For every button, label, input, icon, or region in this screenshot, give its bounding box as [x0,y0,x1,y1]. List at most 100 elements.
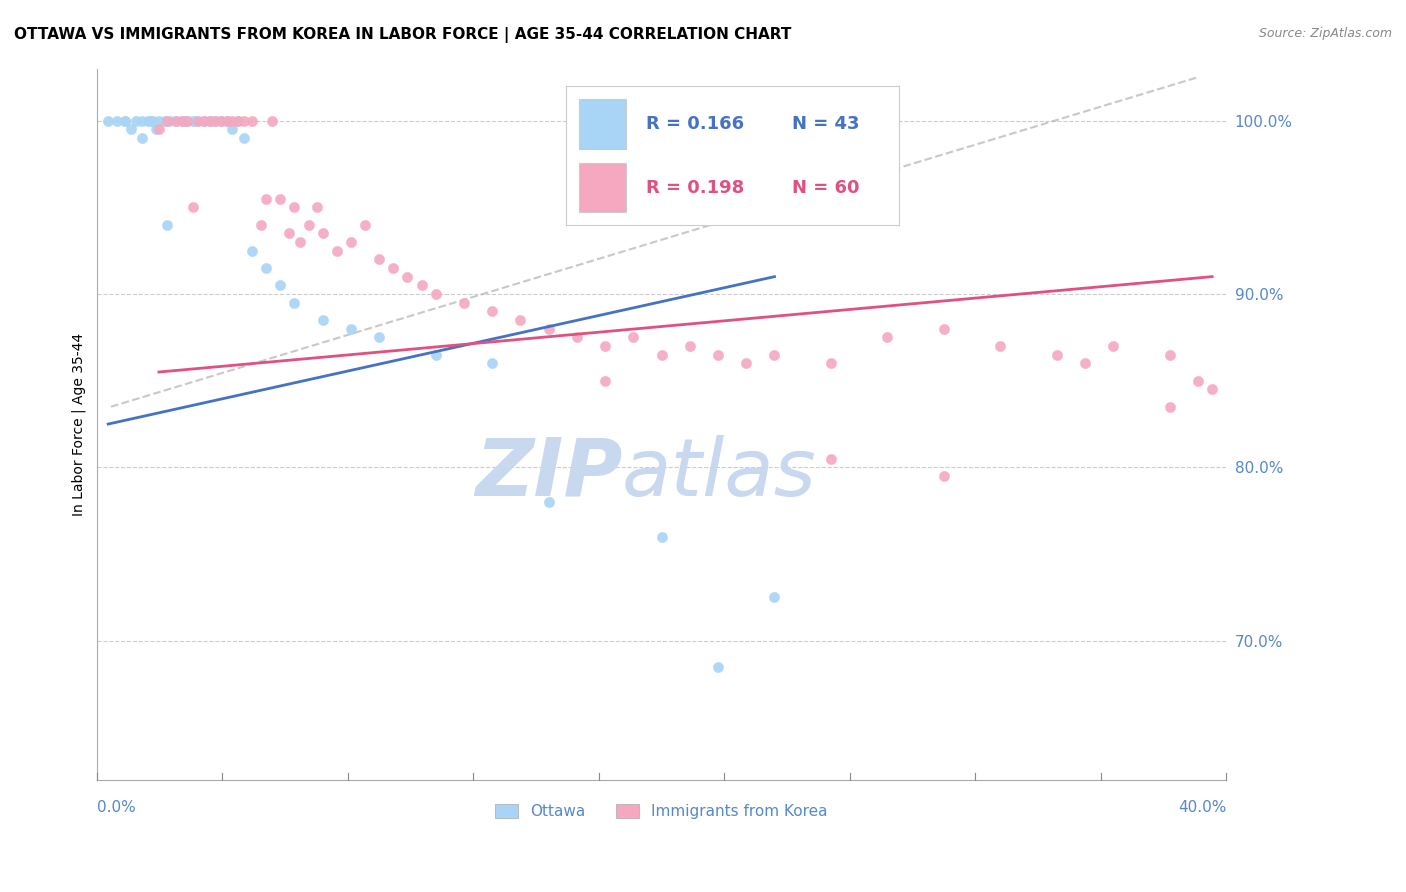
Point [269,278,291,293]
Point [312,313,335,327]
Point [198,113,221,128]
Point [283,295,305,310]
Point [297,218,319,232]
Point [131,113,153,128]
Point [125,113,148,128]
Point [170,113,193,128]
Text: 0.0%: 0.0% [97,800,135,815]
Point [411,278,433,293]
Point [176,113,198,128]
Point [509,313,531,327]
Point [763,591,786,605]
Point [131,131,153,145]
Point [368,330,391,344]
Text: atlas: atlas [621,434,817,513]
Point [148,113,170,128]
Point [425,287,447,301]
Point [340,235,363,249]
Point [1159,348,1181,362]
Point [820,356,842,370]
Point [326,244,349,258]
Y-axis label: In Labor Force | Age 35-44: In Labor Force | Age 35-44 [72,333,86,516]
Point [481,304,503,318]
Point [193,113,215,128]
Point [181,113,204,128]
Point [209,113,232,128]
Point [1159,400,1181,414]
Point [232,131,254,145]
Point [537,321,560,335]
Point [153,113,176,128]
Point [1102,339,1125,353]
Point [565,330,588,344]
Point [340,321,363,335]
Legend: Ottawa, Immigrants from Korea: Ottawa, Immigrants from Korea [489,798,834,825]
Point [173,113,195,128]
Point [307,200,329,214]
Text: OTTAWA VS IMMIGRANTS FROM KOREA IN LABOR FORCE | AGE 35-44 CORRELATION CHART: OTTAWA VS IMMIGRANTS FROM KOREA IN LABOR… [14,27,792,43]
Point [679,339,702,353]
Point [481,356,503,370]
Point [651,530,673,544]
Point [651,348,673,362]
Point [156,218,179,232]
Point [221,113,243,128]
Point [1046,348,1069,362]
Point [254,192,277,206]
Point [145,122,167,136]
Point [249,218,271,232]
Point [156,113,179,128]
Point [707,348,730,362]
Point [187,113,209,128]
Point [735,356,758,370]
Point [820,451,842,466]
Point [226,113,249,128]
Point [1187,374,1209,388]
Point [232,113,254,128]
Point [148,122,170,136]
Point [593,339,616,353]
Point [221,122,243,136]
Point [215,113,238,128]
Text: Source: ZipAtlas.com: Source: ZipAtlas.com [1258,27,1392,40]
Point [198,113,221,128]
Point [932,469,955,483]
Point [382,260,405,275]
Point [277,227,299,241]
Point [204,113,226,128]
Point [120,122,142,136]
Point [240,113,263,128]
Point [176,113,198,128]
Point [988,339,1011,353]
Point [283,200,305,214]
Point [354,218,377,232]
Point [204,113,226,128]
Point [453,295,475,310]
Point [876,330,898,344]
Point [312,227,335,241]
Point [226,113,249,128]
Point [209,113,232,128]
Point [139,113,162,128]
Point [707,660,730,674]
Point [240,244,263,258]
Point [396,269,419,284]
Text: 40.0%: 40.0% [1178,800,1226,815]
Point [193,113,215,128]
Point [97,113,120,128]
Point [1201,383,1223,397]
Point [114,113,136,128]
Point [932,321,955,335]
Point [288,235,311,249]
Point [368,252,391,267]
Point [136,113,159,128]
Point [763,348,786,362]
Point [593,374,616,388]
Point [1074,356,1097,370]
Point [537,495,560,509]
Text: ZIP: ZIP [475,434,621,513]
Point [105,113,128,128]
Point [170,113,193,128]
Point [114,113,136,128]
Point [621,330,644,344]
